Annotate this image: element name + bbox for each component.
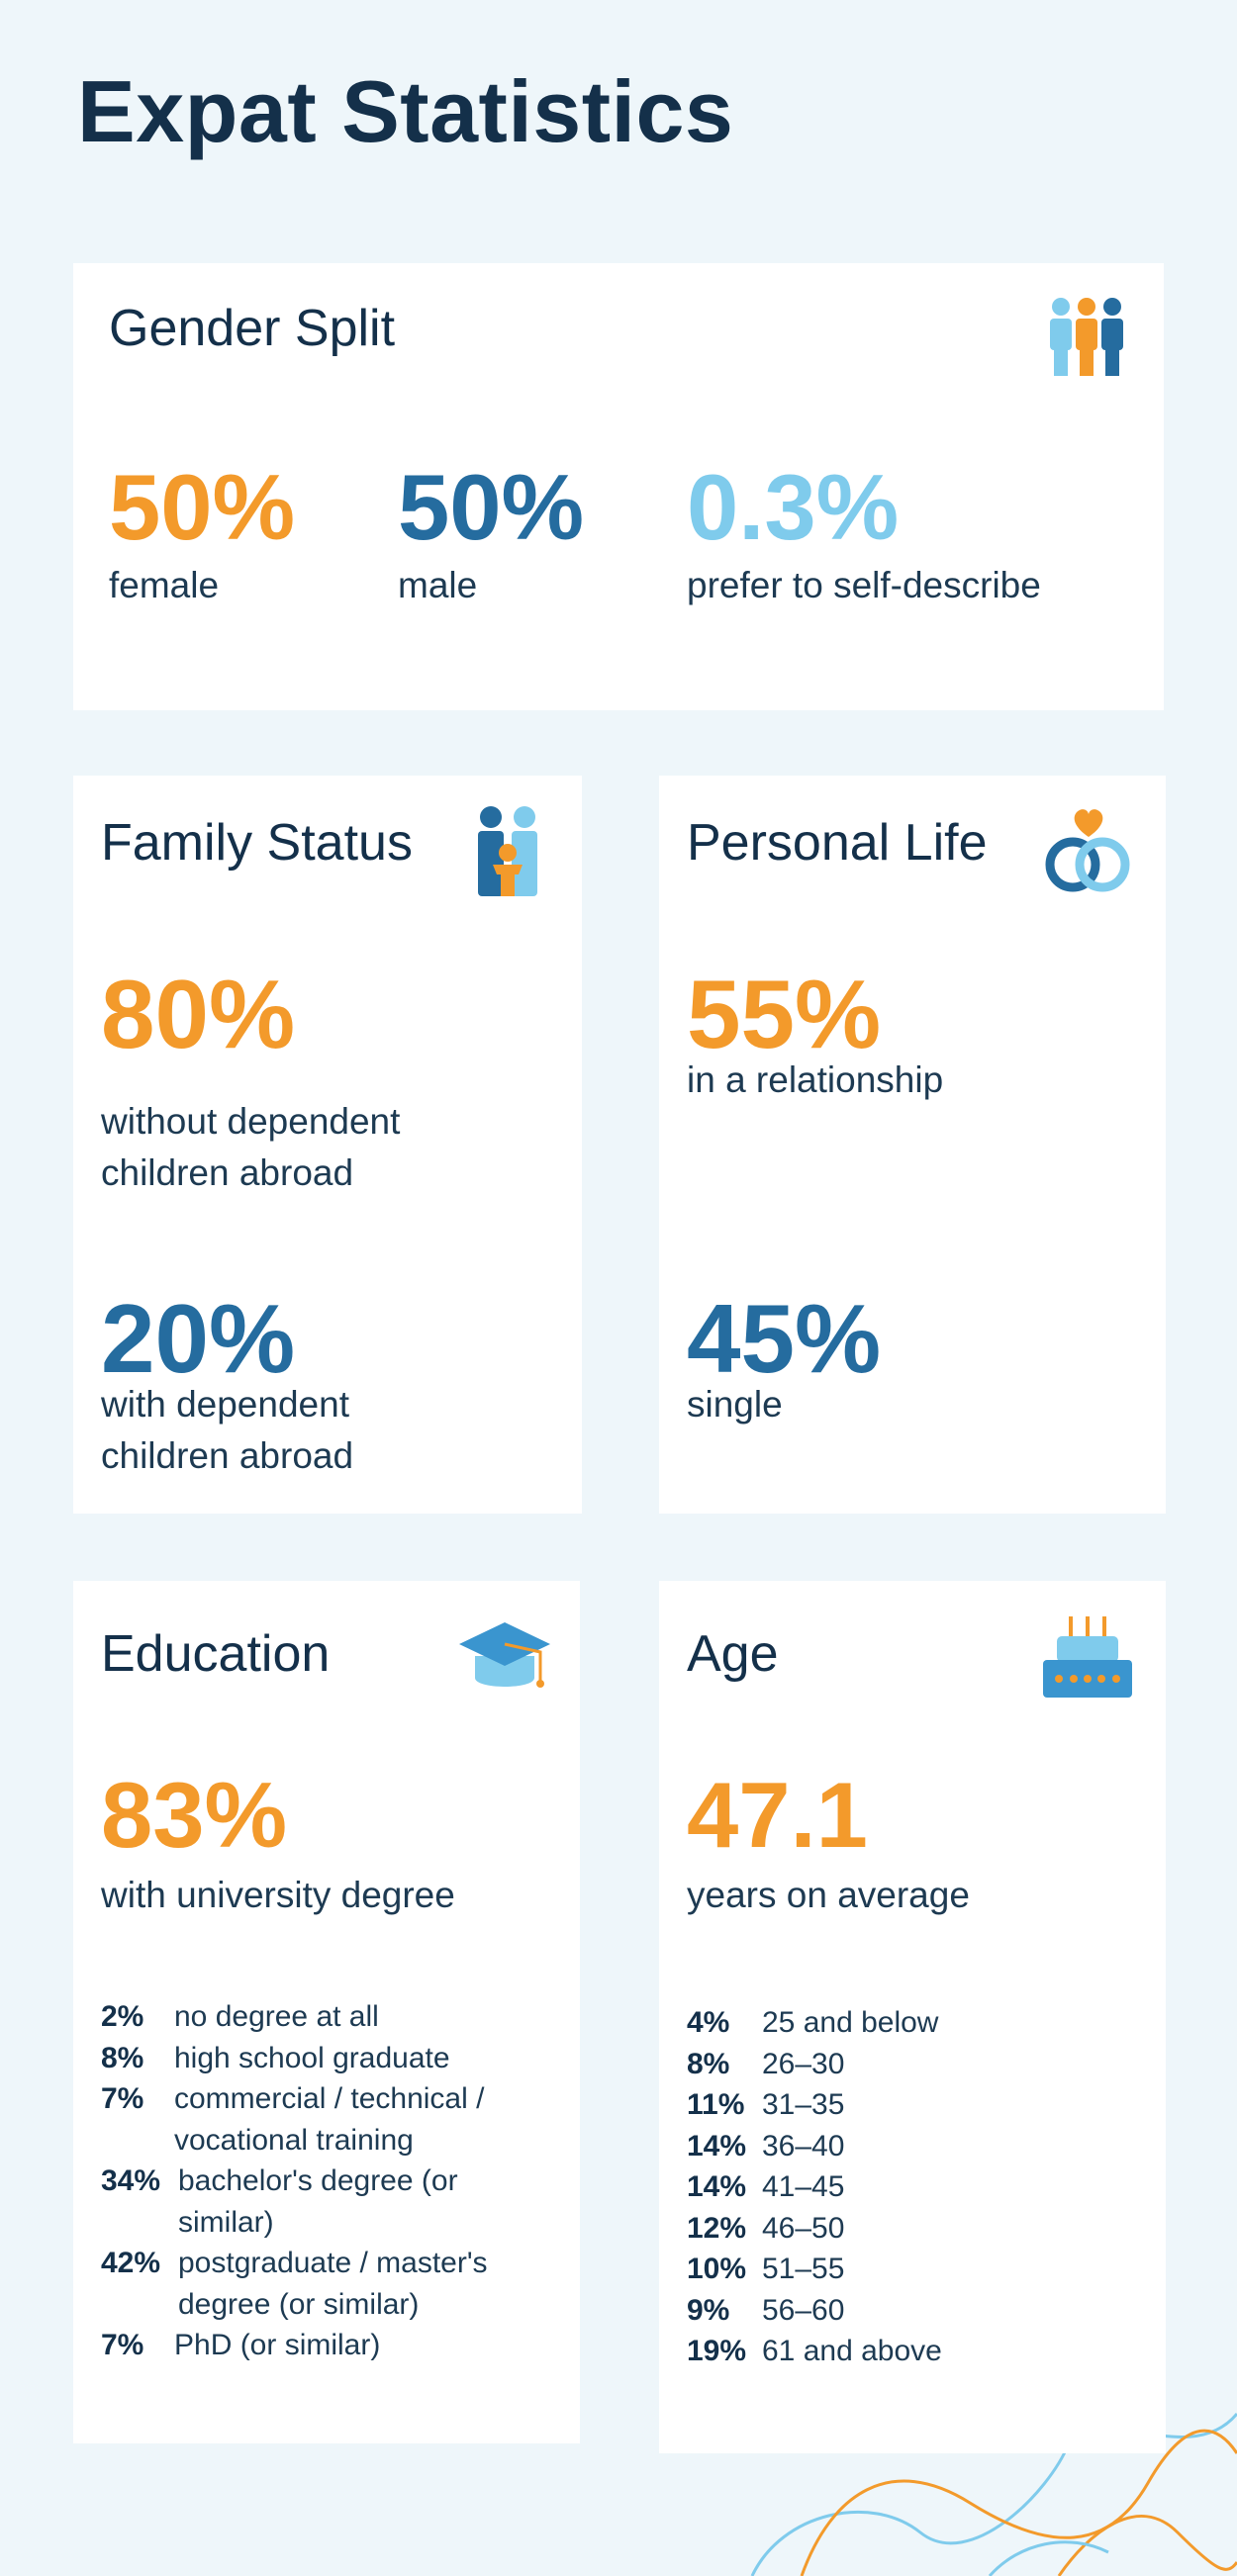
breakdown-label: 46–50: [762, 2211, 845, 2245]
breakdown-percent: 34%: [101, 2164, 161, 2197]
list-item: 34% bachelor's degree (or: [101, 2161, 556, 2202]
single-percent: 45%: [687, 1284, 882, 1393]
family-status-card: Family Status 80% without dependent chil…: [73, 776, 582, 1514]
breakdown-percent: 42%: [101, 2247, 161, 2279]
breakdown-percent: 11%: [687, 2088, 745, 2121]
gender-split-card: Gender Split 50% female 50% male 0.3% pr…: [73, 263, 1164, 710]
female-percent: 50%: [109, 455, 296, 559]
breakdown-percent: 9%: [687, 2293, 730, 2327]
list-item: 7% PhD (or similar): [101, 2325, 556, 2366]
breakdown-label: 25 and below: [762, 2006, 939, 2039]
card-title: Gender Split: [109, 300, 396, 357]
rings-heart-icon: [1045, 809, 1130, 892]
card-title: Personal Life: [687, 814, 988, 872]
list-item: 7% commercial / technical /: [101, 2078, 556, 2120]
without-children-percent: 80%: [101, 960, 296, 1068]
university-degree-label: with university degree: [101, 1875, 455, 1915]
list-item: 2% no degree at all: [101, 1996, 556, 2038]
breakdown-label: similar): [178, 2205, 274, 2239]
list-item: 8% high school graduate: [101, 2038, 556, 2079]
personal-life-card: Personal Life 55% in a relationship 45% …: [659, 776, 1166, 1514]
family-icon: [478, 806, 537, 896]
without-children-label-line2: children abroad: [101, 1152, 354, 1193]
breakdown-label: degree (or similar): [178, 2287, 420, 2321]
self-describe-label: prefer to self-describe: [687, 565, 1041, 605]
list-item: 14% 41–45: [687, 2166, 1142, 2208]
relationship-percent: 55%: [687, 960, 882, 1068]
list-item-continued: similar): [101, 2202, 556, 2244]
breakdown-label: 61 and above: [762, 2335, 942, 2367]
list-item: 12% 46–50: [687, 2208, 1142, 2250]
breakdown-label: bachelor's degree (or: [178, 2164, 458, 2197]
female-label: female: [109, 565, 220, 605]
breakdown-label: 56–60: [762, 2293, 845, 2327]
breakdown-percent: 14%: [687, 2170, 747, 2203]
page-title: Expat Statistics: [77, 62, 734, 160]
breakdown-label: 41–45: [762, 2170, 845, 2203]
breakdown-label: postgraduate / master's: [178, 2247, 488, 2279]
male-label: male: [398, 565, 478, 605]
relationship-label: in a relationship: [687, 1059, 944, 1100]
breakdown-label: vocational training: [174, 2123, 414, 2157]
breakdown-label: no degree at all: [174, 2000, 379, 2033]
single-label: single: [687, 1384, 783, 1425]
graduation-cap-icon: [459, 1622, 550, 1688]
age-breakdown-list: 4% 25 and below 8% 26–30 11% 31–35 14% 3…: [687, 2002, 1142, 2372]
list-item-continued: degree (or similar): [101, 2284, 556, 2326]
breakdown-percent: 14%: [687, 2129, 747, 2162]
average-age-value: 47.1: [687, 1763, 868, 1867]
card-title: Education: [101, 1625, 331, 1683]
breakdown-label: PhD (or similar): [174, 2329, 381, 2361]
breakdown-percent: 8%: [101, 2041, 144, 2074]
education-card: Education 83% with university degree 2% …: [73, 1581, 580, 2443]
average-age-label: years on average: [687, 1875, 970, 1915]
breakdown-percent: 7%: [101, 2329, 144, 2361]
without-children-label-line1: without dependent: [101, 1101, 401, 1142]
breakdown-percent: 12%: [687, 2211, 747, 2245]
breakdown-label: 31–35: [762, 2088, 845, 2121]
breakdown-percent: 2%: [101, 2000, 144, 2033]
male-percent: 50%: [398, 455, 585, 559]
with-children-percent: 20%: [101, 1284, 296, 1393]
breakdown-label: 36–40: [762, 2129, 845, 2162]
breakdown-label: commercial / technical /: [174, 2082, 485, 2115]
education-breakdown-list: 2% no degree at all 8% high school gradu…: [101, 1996, 556, 2366]
list-item: 4% 25 and below: [687, 2002, 1142, 2044]
list-item: 19% 61 and above: [687, 2331, 1142, 2372]
breakdown-percent: 4%: [687, 2006, 730, 2039]
list-item: 14% 36–40: [687, 2126, 1142, 2167]
list-item: 8% 26–30: [687, 2044, 1142, 2085]
birthday-cake-icon: [1043, 1616, 1132, 1698]
breakdown-label: high school graduate: [174, 2041, 450, 2074]
breakdown-percent: 8%: [687, 2047, 730, 2080]
with-children-label-line1: with dependent: [101, 1384, 349, 1425]
age-card: Age 47.1 years on average 4% 25 and belo…: [659, 1581, 1166, 2453]
list-item-continued: vocational training: [101, 2120, 556, 2162]
list-item: 10% 51–55: [687, 2249, 1142, 2290]
list-item: 11% 31–35: [687, 2084, 1142, 2126]
list-item: 9% 56–60: [687, 2290, 1142, 2332]
with-children-label-line2: children abroad: [101, 1435, 354, 1476]
self-describe-percent: 0.3%: [687, 455, 900, 559]
card-title: Age: [687, 1625, 779, 1683]
breakdown-percent: 7%: [101, 2082, 144, 2115]
breakdown-label: 51–55: [762, 2253, 845, 2285]
breakdown-percent: 10%: [687, 2253, 747, 2285]
card-title: Family Status: [101, 814, 413, 872]
list-item: 42% postgraduate / master's: [101, 2243, 556, 2284]
breakdown-label: 26–30: [762, 2047, 845, 2080]
people-group-icon: [1050, 298, 1123, 376]
breakdown-percent: 19%: [687, 2335, 747, 2367]
university-degree-percent: 83%: [101, 1763, 288, 1867]
